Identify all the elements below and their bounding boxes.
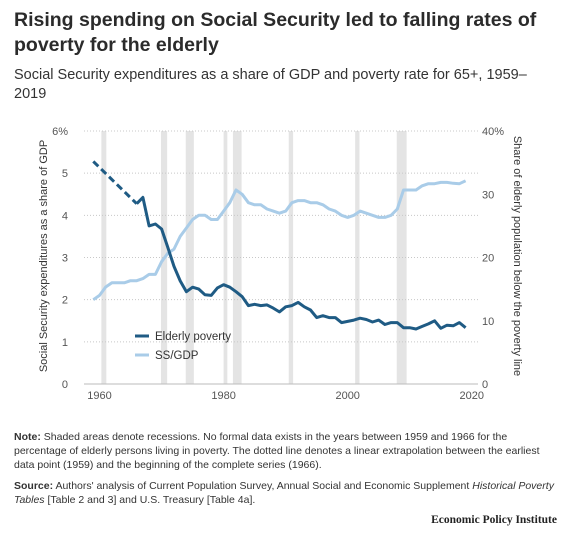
x-tick-label: 2020 <box>460 390 484 402</box>
x-tick-label: 1960 <box>87 390 111 402</box>
chart-area: 0 1 2 3 4 5 6% 0 10 20 30 40% 1960 1980 2000 2020 Soc… <box>38 126 523 402</box>
series-line-1 <box>92 160 138 205</box>
right-axis-ticks: 0 10 20 30 40% <box>482 126 504 391</box>
legend: Elderly poverty SS/GDP <box>135 331 231 362</box>
note-text: Shaded areas denote recessions. No forma… <box>14 431 540 472</box>
right-tick-label: 0 <box>482 379 488 391</box>
left-tick-label: 3 <box>62 253 68 265</box>
chart-subtitle: Social Security expenditures as a share … <box>14 67 527 102</box>
source-label: Source: <box>14 479 54 492</box>
right-tick-label: 20 <box>482 253 494 265</box>
chart-title: Rising spending on Social Security led t… <box>14 9 537 56</box>
source-text: Authors' analysis of Current Population … <box>55 479 470 492</box>
x-tick-label: 2000 <box>335 390 359 402</box>
recession-band-0 <box>101 131 107 384</box>
source-italic: Historical Poverty Tables <box>14 479 554 506</box>
left-axis-label: Social Security expenditures as a share … <box>38 140 50 372</box>
legend-label-ss-gdp: SS/GDP <box>155 350 199 362</box>
left-tick-label: 2 <box>62 295 68 307</box>
gridlines <box>84 130 478 385</box>
left-tick-label: 6% <box>52 126 68 138</box>
note-label: Note: <box>14 431 41 443</box>
x-axis-ticks: 1960 1980 2000 2020 <box>87 390 484 402</box>
note-paragraph: Note: Shaded areas denote recessions. No… <box>14 430 559 473</box>
notes-section: Note: Shaded areas denote recessions. No… <box>14 430 559 513</box>
recession-band-5 <box>288 131 294 384</box>
source-paragraph: Source: Authors' analysis of Current Pop… <box>14 479 559 507</box>
series-line-0 <box>135 195 467 331</box>
series-lines <box>92 160 467 331</box>
right-tick-label: 40% <box>482 126 504 138</box>
series-line-2 <box>92 179 467 301</box>
credit-text: Economic Policy Institute <box>431 514 557 526</box>
recession-band-7 <box>396 131 407 384</box>
right-tick-label: 30 <box>482 189 494 201</box>
right-axis-label: Share of elderly population below the po… <box>511 136 523 376</box>
left-tick-label: 1 <box>62 337 68 349</box>
left-tick-label: 0 <box>62 379 68 391</box>
left-axis-ticks: 0 1 2 3 4 5 6% <box>52 126 68 391</box>
source-text-2: [Table 2 and 3] and U.S. Treasury [Table… <box>47 493 256 506</box>
legend-label-elderly-poverty: Elderly poverty <box>155 331 231 343</box>
right-tick-label: 10 <box>482 316 494 328</box>
left-tick-label: 5 <box>62 168 68 180</box>
x-tick-label: 1980 <box>211 390 235 402</box>
left-tick-label: 4 <box>62 210 68 222</box>
